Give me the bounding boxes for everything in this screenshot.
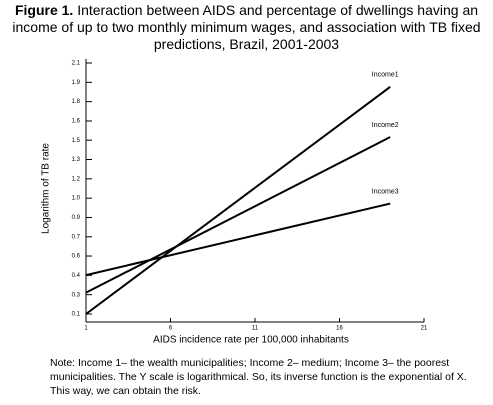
y-tick-label: 0.9 — [72, 215, 81, 221]
y-tick-label: 1.2 — [72, 176, 81, 182]
title-text: Interaction between AIDS and percentage … — [12, 2, 481, 52]
y-tick-label: 0.4 — [72, 273, 81, 279]
x-tick-label: 1 — [84, 326, 88, 332]
x-tick-label: 16 — [336, 326, 343, 332]
y-tick-label: 0.7 — [72, 234, 81, 240]
y-tick-label: 1.9 — [72, 80, 81, 86]
y-tick-label: 1.6 — [72, 119, 81, 125]
series-line — [85, 86, 391, 315]
series-line — [85, 136, 391, 294]
y-tick-label: 0.3 — [72, 292, 81, 298]
x-tick-label: 21 — [421, 326, 428, 332]
y-tick-label: 0.1 — [72, 312, 81, 318]
series-line — [85, 202, 391, 277]
y-axis-title: Logarithm of TB rate — [41, 143, 52, 234]
chart-title: Figure 1. Interaction between AIDS and p… — [4, 2, 489, 53]
y-tick-label: 1.8 — [72, 99, 81, 105]
y-tick-label: 1.3 — [72, 157, 81, 163]
y-tick-label: 0.6 — [72, 254, 81, 260]
x-axis-title: AIDS incidence rate per 100,000 inhabita… — [153, 335, 349, 346]
figure-label: Figure 1. — [14, 2, 74, 18]
y-tick-label: 2.1 — [72, 61, 81, 67]
note: Note: Income 1– the wealth municipalitie… — [50, 357, 467, 397]
series-label: Income3 — [372, 188, 399, 195]
x-tick-label: 6 — [169, 326, 173, 332]
series-label: Income1 — [372, 72, 399, 79]
series-label: Income2 — [372, 122, 399, 129]
x-tick-label: 11 — [252, 326, 259, 332]
y-tick-label: 1.0 — [72, 196, 81, 202]
y-tick-label: 1.5 — [72, 138, 81, 144]
